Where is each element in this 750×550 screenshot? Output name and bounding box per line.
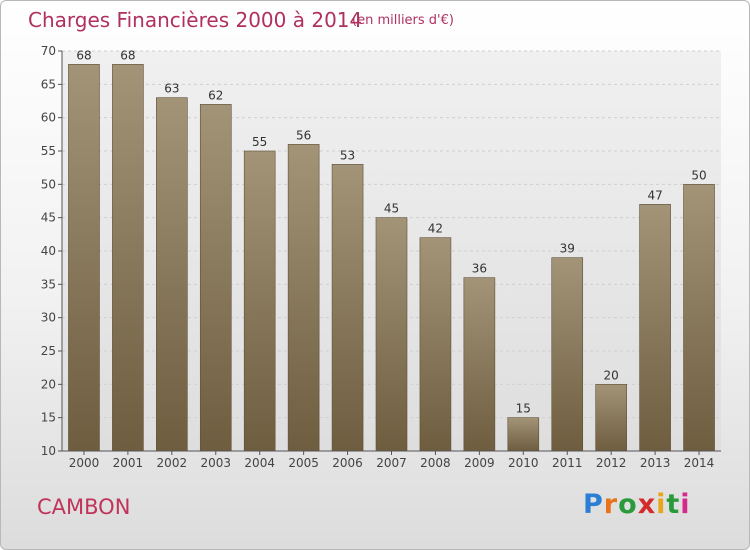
data-label: 50 bbox=[691, 168, 706, 182]
bar-2006 bbox=[331, 164, 364, 452]
bar-2001 bbox=[112, 64, 144, 452]
x-tick-label: 2002 bbox=[157, 456, 188, 470]
y-tick-label: 35 bbox=[41, 277, 56, 291]
x-tick-label: 2011 bbox=[552, 456, 583, 470]
data-label: 55 bbox=[252, 135, 267, 149]
data-label: 56 bbox=[296, 128, 311, 142]
y-tick-label: 60 bbox=[41, 111, 56, 125]
y-tick-label: 65 bbox=[41, 77, 56, 91]
y-tick-label: 50 bbox=[41, 177, 56, 191]
chart-subtitle: (en milliers d'€) bbox=[352, 13, 454, 28]
bar-2011 bbox=[551, 257, 584, 452]
y-tick-label: 55 bbox=[41, 144, 56, 158]
chart-title: Charges Financières 2000 à 2014 bbox=[28, 8, 363, 32]
data-label: 68 bbox=[76, 48, 91, 62]
x-axis: 2000 2001 2002 2003 2004 2005 2006 2007 2008 2009… bbox=[62, 450, 721, 470]
logo-letter: i bbox=[680, 489, 691, 520]
x-tick-label: 2003 bbox=[200, 456, 231, 470]
data-label: 63 bbox=[164, 82, 179, 96]
bar-2004 bbox=[243, 150, 276, 452]
data-label: 20 bbox=[604, 368, 619, 382]
y-tick-label: 45 bbox=[41, 211, 56, 225]
bar-2014 bbox=[683, 184, 715, 452]
data-label: 42 bbox=[428, 222, 443, 236]
data-label: 39 bbox=[560, 242, 575, 256]
bar-2009 bbox=[463, 277, 496, 452]
x-tick-label: 2008 bbox=[420, 456, 451, 470]
x-tick-label: 2007 bbox=[376, 456, 407, 470]
data-labels: 68 68 63 62 55 56 53 45 42 36 15 39 20 47 50 bbox=[76, 48, 706, 415]
y-tick-label: 30 bbox=[41, 311, 56, 325]
logo-letter: i bbox=[656, 489, 667, 520]
data-label: 47 bbox=[647, 188, 662, 202]
logo-letter: P bbox=[583, 489, 604, 520]
commune-name: CAMBON bbox=[37, 495, 131, 519]
data-label: 36 bbox=[472, 262, 487, 276]
x-tick-label: 2014 bbox=[684, 456, 715, 470]
y-tick-label: 70 bbox=[41, 44, 56, 58]
x-tick-label: 2005 bbox=[288, 456, 319, 470]
logo-letter: o bbox=[618, 489, 638, 520]
bars bbox=[68, 64, 715, 452]
y-axis: 10 15 20 25 30 35 40 45 50 55 60 65 70 bbox=[41, 44, 63, 458]
x-tick-label: 2013 bbox=[640, 456, 671, 470]
data-label: 62 bbox=[208, 88, 223, 102]
bar-2012 bbox=[595, 384, 627, 452]
proxiti-logo: Proxiti bbox=[583, 489, 691, 520]
bar-2013 bbox=[639, 204, 671, 452]
bar-2005 bbox=[287, 144, 320, 452]
bar-2000 bbox=[68, 64, 100, 452]
bar-2003 bbox=[199, 104, 232, 452]
y-tick-label: 40 bbox=[41, 244, 56, 258]
logo-letter: r bbox=[603, 489, 619, 520]
bar-2007 bbox=[375, 217, 408, 452]
bar-2010 bbox=[507, 417, 540, 452]
x-tick-label: 2004 bbox=[244, 456, 275, 470]
logo-letter: x bbox=[637, 489, 657, 520]
x-tick-label: 2009 bbox=[464, 456, 495, 470]
x-tick-label: 2001 bbox=[113, 456, 144, 470]
y-tick-label: 10 bbox=[41, 444, 56, 458]
data-label: 45 bbox=[384, 202, 399, 216]
x-tick-label: 2006 bbox=[332, 456, 363, 470]
y-tick-label: 20 bbox=[41, 377, 56, 391]
bar-2002 bbox=[156, 97, 188, 452]
y-tick-label: 25 bbox=[41, 344, 56, 358]
logo-letter: t bbox=[666, 489, 681, 520]
y-tick-label: 15 bbox=[41, 411, 56, 425]
x-tick-label: 2000 bbox=[69, 456, 100, 470]
data-label: 15 bbox=[516, 402, 531, 416]
bar-2008 bbox=[419, 237, 452, 452]
data-label: 68 bbox=[120, 48, 135, 62]
x-tick-label: 2012 bbox=[596, 456, 627, 470]
x-tick-label: 2010 bbox=[508, 456, 539, 470]
data-label: 53 bbox=[340, 148, 355, 162]
